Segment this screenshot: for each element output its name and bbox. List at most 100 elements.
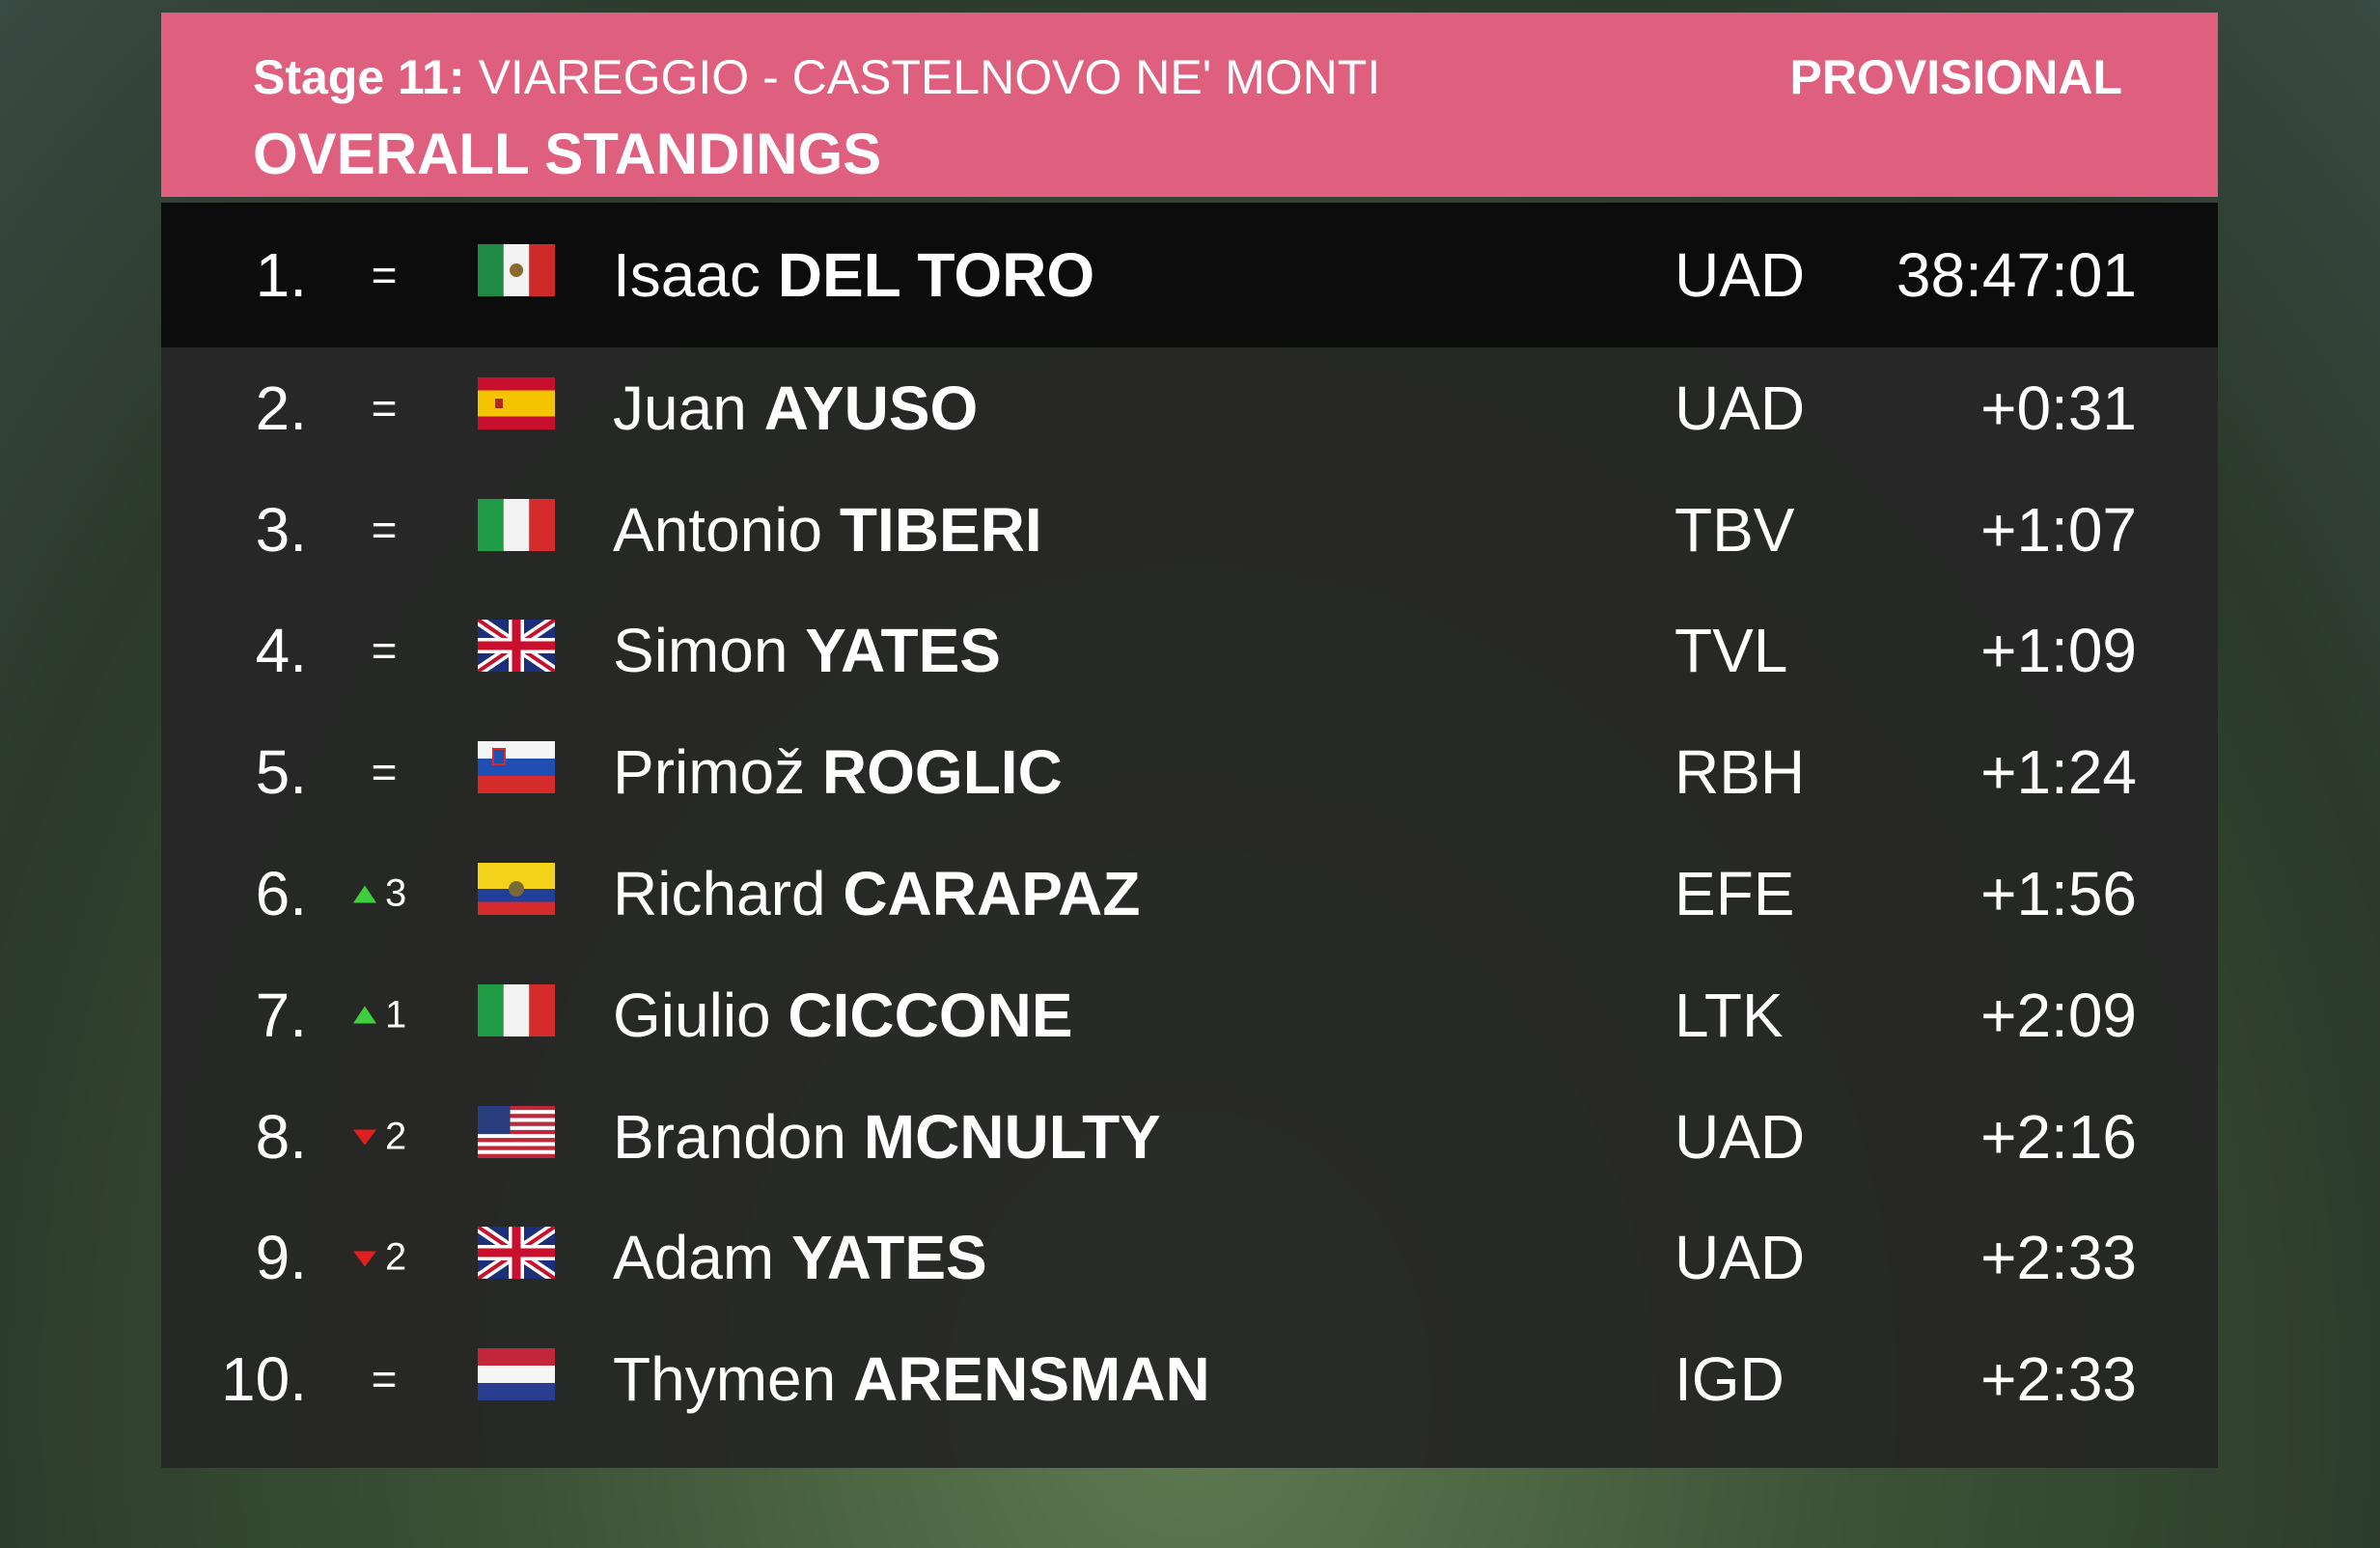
position-change: 3 [352, 872, 406, 916]
arrow-down [353, 1129, 376, 1146]
flag [478, 1101, 555, 1173]
first-name: Richard [613, 859, 826, 928]
rank: 4. [255, 616, 307, 686]
status: PROVISIONAL [1789, 50, 2122, 104]
rank: 10. [221, 1344, 307, 1415]
first-name: Antonio [613, 494, 823, 565]
flag-icon [478, 1348, 555, 1401]
time: +0:31 [1980, 373, 2137, 443]
standing-row: 10. = Thymen ARENSMAN IGD +2:33 [161, 1318, 2218, 1440]
rider-name: Juan AYUSO [613, 373, 978, 444]
team: IGD [1674, 1344, 1785, 1415]
time: +1:07 [1980, 494, 2137, 565]
flag [474, 615, 559, 686]
standings-panel: Stage 11: VIAREGGIO - CASTELNOVO NE' MONT… [161, 13, 2218, 1468]
flag-icon [478, 983, 555, 1037]
flag [478, 1343, 555, 1415]
flag-icon [478, 498, 555, 551]
first-name: Simon [613, 616, 789, 686]
title: OVERALL STANDINGS [253, 122, 882, 186]
rider-name: Adam YATES [613, 1222, 987, 1293]
flag [478, 494, 555, 566]
rider-name: Brandon MCNULTY [613, 1101, 1161, 1173]
team: EFE [1674, 859, 1795, 928]
standing-row: 9. 2 Adam YATES UAD +2:33 [161, 1197, 2218, 1318]
first-name: Juan [613, 373, 747, 443]
rows: 1. = Isaac DEL TORO UAD 38:47:01 2. = Juan AYUS… [161, 203, 2218, 1468]
places: 1 [385, 993, 407, 1037]
rank: 2. [255, 373, 307, 443]
rider-name: Giulio CICCONE [613, 980, 1073, 1051]
rank: 3. [255, 494, 307, 565]
first-name: Giulio [613, 980, 771, 1050]
last-name: ROGLIC [821, 737, 1063, 808]
flag-icon [478, 376, 555, 429]
position-change: = [371, 1354, 398, 1405]
first-name: Isaac [613, 240, 761, 310]
last-name: ARENSMAN [852, 1344, 1210, 1415]
team: TBV [1674, 494, 1795, 565]
rider-name: Thymen ARENSMAN [613, 1343, 1210, 1415]
time: +2:33 [1980, 1223, 2137, 1293]
flag-icon [478, 1105, 555, 1158]
arrow-up [353, 885, 376, 902]
position-change: 2 [352, 1115, 406, 1158]
header: Stage 11: VIAREGGIO - CASTELNOVO NE' MONT… [161, 13, 2218, 197]
time: +1:09 [1980, 616, 2137, 686]
team: UAD [1674, 240, 1806, 310]
last-name: CARAPAZ [843, 859, 1141, 928]
route: VIAREGGIO - CASTELNOVO NE' MONTI [478, 50, 1381, 104]
team: RBH [1674, 737, 1806, 808]
team: UAD [1674, 1101, 1806, 1172]
standing-row: 2. = Juan AYUSO UAD +0:31 [161, 347, 2218, 469]
arrow-up [353, 1006, 376, 1024]
places: 3 [385, 871, 407, 915]
last-name: YATES [805, 616, 1001, 686]
flag [474, 1222, 559, 1293]
last-name: YATES [790, 1223, 987, 1293]
rank: 1. [255, 240, 307, 310]
standing-row: 6. 3 Richard CARAPAZ EFE +1:56 [161, 833, 2218, 954]
position-change: = [371, 382, 398, 433]
flag-icon [478, 863, 555, 915]
rank: 9. [255, 1223, 307, 1293]
flag-icon [474, 1222, 559, 1284]
standing-row: 8. 2 Brandon MCNULTY UAD +2:16 [161, 1076, 2218, 1198]
places: 2 [385, 1235, 407, 1279]
rank: 7. [255, 980, 307, 1050]
standing-row: 3. = Antonio TIBERI TBV +1:07 [161, 469, 2218, 591]
flag-icon [478, 244, 555, 296]
last-name: AYUSO [763, 373, 979, 443]
flag [478, 239, 555, 311]
flag [478, 373, 555, 444]
flag [478, 858, 555, 929]
standing-row: 7. 1 Giulio CICCONE LTK +2:09 [161, 954, 2218, 1076]
flag [478, 980, 555, 1051]
standing-row: 5. = Primož ROGLIC RBH +1:24 [161, 711, 2218, 833]
rider-name: Antonio TIBERI [613, 494, 1042, 566]
position-change: = [371, 747, 398, 798]
time: +2:33 [1980, 1344, 2137, 1415]
last-name: MCNULTY [863, 1101, 1161, 1172]
rider-name: Richard CARAPAZ [613, 858, 1140, 929]
position-change: 1 [352, 993, 406, 1037]
position-change: = [371, 250, 398, 300]
time: +2:16 [1980, 1101, 2137, 1172]
rider-name: Primož ROGLIC [613, 736, 1063, 808]
time: +1:56 [1980, 859, 2137, 928]
arrow-down [353, 1251, 376, 1267]
first-name: Thymen [613, 1344, 837, 1415]
position-change: = [371, 625, 398, 677]
flag-icon [474, 615, 559, 677]
last-name: TIBERI [839, 494, 1042, 565]
first-name: Adam [613, 1223, 775, 1293]
team: UAD [1674, 373, 1806, 443]
standing-row: 1. = Isaac DEL TORO UAD 38:47:01 [161, 203, 2218, 347]
places: 2 [385, 1115, 407, 1158]
rank: 6. [255, 859, 307, 928]
position-change: 2 [352, 1236, 406, 1280]
flag [478, 736, 555, 808]
rank: 8. [255, 1101, 307, 1172]
time: +2:09 [1980, 980, 2137, 1050]
